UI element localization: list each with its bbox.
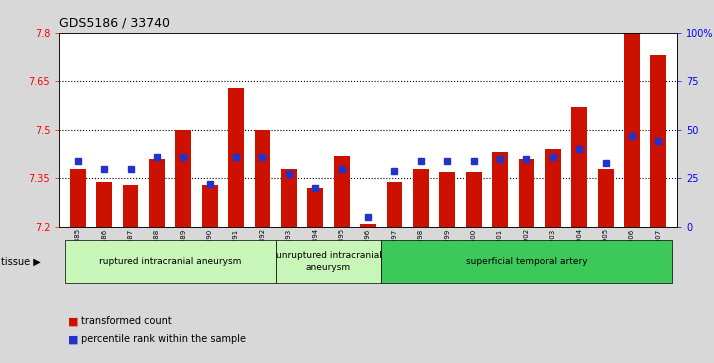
- Bar: [650, 55, 666, 227]
- Bar: [307, 188, 323, 227]
- Bar: [255, 130, 271, 227]
- Bar: [439, 172, 455, 227]
- Text: superficial temporal artery: superficial temporal artery: [466, 257, 587, 266]
- Text: ■: ■: [68, 316, 79, 326]
- Bar: [386, 182, 403, 227]
- Text: ruptured intracranial aneurysm: ruptured intracranial aneurysm: [99, 257, 241, 266]
- Bar: [276, 240, 381, 283]
- Bar: [413, 169, 429, 227]
- Bar: [228, 88, 244, 227]
- Bar: [545, 149, 560, 227]
- Bar: [518, 159, 534, 227]
- Text: percentile rank within the sample: percentile rank within the sample: [81, 334, 246, 344]
- Bar: [360, 224, 376, 227]
- Text: tissue ▶: tissue ▶: [1, 256, 41, 266]
- Bar: [202, 185, 218, 227]
- Bar: [123, 185, 139, 227]
- Text: GDS5186 / 33740: GDS5186 / 33740: [59, 17, 170, 29]
- Bar: [333, 156, 350, 227]
- Bar: [492, 152, 508, 227]
- Bar: [176, 130, 191, 227]
- Bar: [598, 169, 613, 227]
- Bar: [70, 169, 86, 227]
- Bar: [96, 182, 112, 227]
- Bar: [466, 172, 481, 227]
- Text: unruptured intracranial
aneurysm: unruptured intracranial aneurysm: [276, 251, 381, 272]
- Bar: [571, 107, 587, 227]
- Bar: [64, 240, 276, 283]
- Bar: [381, 240, 672, 283]
- Text: ■: ■: [68, 334, 79, 344]
- Bar: [149, 159, 165, 227]
- Text: transformed count: transformed count: [81, 316, 171, 326]
- Bar: [281, 169, 297, 227]
- Bar: [624, 33, 640, 227]
